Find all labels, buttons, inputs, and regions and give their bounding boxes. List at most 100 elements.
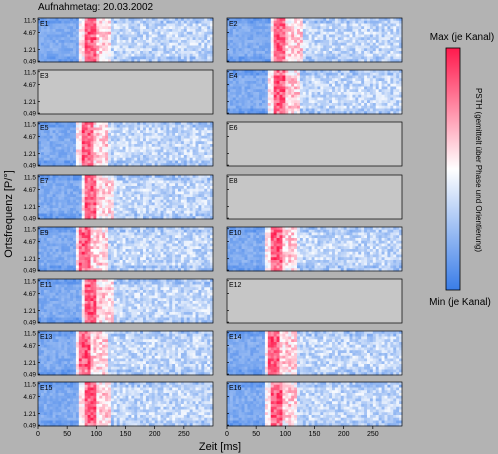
- heatmap-cell: [131, 20, 135, 24]
- heatmap-cell: [285, 108, 289, 112]
- heatmap-cell: [189, 18, 193, 22]
- heatmap-cell: [105, 199, 109, 203]
- heatmap-cell: [361, 70, 365, 74]
- heatmap-cell: [151, 191, 156, 195]
- heatmap-cell: [140, 177, 144, 181]
- heatmap-cell: [52, 227, 56, 231]
- heatmap-cell: [175, 141, 179, 145]
- heatmap-cell: [311, 78, 315, 82]
- heatmap-cell: [93, 188, 97, 192]
- heatmap-cell: [43, 155, 48, 159]
- heatmap-cell: [38, 40, 42, 44]
- heatmap-cell: [38, 229, 42, 233]
- heatmap-cell: [291, 56, 295, 60]
- heatmap-cell: [73, 56, 77, 60]
- heatmap-cell: [352, 48, 356, 52]
- heatmap-cell: [140, 186, 144, 190]
- heatmap-cell: [134, 202, 138, 206]
- heatmap-cell: [140, 26, 144, 30]
- heatmap-cell: [148, 34, 153, 38]
- heatmap-cell: [302, 56, 307, 60]
- heatmap-cell: [154, 127, 158, 131]
- heatmap-cell: [320, 83, 324, 87]
- heatmap-cell: [180, 197, 185, 201]
- heatmap-cell: [358, 89, 362, 93]
- heatmap-cell: [137, 141, 141, 145]
- heatmap-cell: [247, 42, 251, 46]
- heatmap-cell: [113, 152, 118, 156]
- heatmap-cell: [294, 56, 298, 60]
- heatmap-cell: [134, 197, 138, 201]
- heatmap-cell: [238, 53, 242, 57]
- heatmap-cell: [55, 127, 59, 131]
- heatmap-cell: [201, 183, 205, 187]
- heatmap-cell: [334, 105, 339, 109]
- heatmap-cell: [192, 163, 196, 167]
- heatmap-cell: [189, 183, 193, 187]
- heatmap-cell: [157, 157, 161, 161]
- heatmap-cell: [294, 20, 298, 24]
- heatmap-cell: [270, 37, 275, 41]
- heatmap-cell: [151, 26, 156, 30]
- heatmap-cell: [375, 20, 380, 24]
- heatmap-cell: [113, 180, 118, 184]
- heatmap-cell: [305, 37, 310, 41]
- heatmap-cell: [125, 160, 129, 164]
- heatmap-cell: [302, 89, 307, 93]
- heatmap-cell: [160, 186, 164, 190]
- heatmap-cell: [375, 23, 380, 27]
- heatmap-cell: [250, 53, 254, 57]
- heatmap-cell: [78, 141, 83, 145]
- heatmap-cell: [326, 40, 330, 44]
- heatmap-cell: [297, 89, 301, 93]
- heatmap-cell: [279, 75, 283, 79]
- heatmap-cell: [81, 146, 86, 150]
- heatmap-cell: [207, 40, 211, 44]
- heatmap-cell: [148, 133, 153, 137]
- heatmap-cell: [326, 23, 330, 27]
- heatmap-cell: [198, 138, 202, 142]
- heatmap-cell: [372, 23, 377, 27]
- heatmap-cell: [229, 75, 234, 79]
- heatmap-cell: [250, 92, 254, 96]
- heatmap-cell: [160, 42, 164, 46]
- heatmap-cell: [73, 51, 77, 55]
- heatmap-cell: [119, 51, 123, 55]
- heatmap-cell: [99, 194, 103, 198]
- heatmap-cell: [110, 53, 115, 57]
- heatmap-cell: [110, 202, 115, 206]
- heatmap-cell: [70, 155, 74, 159]
- heatmap-cell: [235, 51, 240, 55]
- heatmap-cell: [148, 188, 153, 192]
- heatmap-cell: [384, 70, 388, 74]
- heatmap-cell: [227, 81, 231, 85]
- heatmap-cell: [169, 45, 173, 49]
- heatmap-cell: [399, 34, 403, 38]
- heatmap-cell: [145, 199, 150, 203]
- heatmap-cell: [247, 23, 251, 27]
- heatmap-cell: [227, 29, 231, 33]
- heatmap-cell: [40, 138, 45, 142]
- heatmap-cell: [358, 92, 362, 96]
- heatmap-cell: [134, 130, 138, 134]
- heatmap-cell: [267, 48, 272, 52]
- heatmap-cell: [323, 26, 327, 30]
- heatmap-cell: [116, 37, 121, 41]
- heatmap-cell: [52, 229, 56, 233]
- heatmap-cell: [264, 111, 269, 115]
- heatmap-cell: [229, 18, 234, 22]
- heatmap-cell: [90, 177, 94, 181]
- heatmap-cell: [64, 205, 68, 209]
- heatmap-cell: [125, 144, 129, 148]
- heatmap-cell: [198, 42, 202, 46]
- heatmap-cell: [393, 100, 397, 104]
- heatmap-cell: [96, 138, 100, 142]
- heatmap-cell: [375, 45, 380, 49]
- heatmap-cell: [352, 40, 356, 44]
- heatmap-cell: [276, 26, 280, 30]
- heatmap-cell: [270, 29, 275, 33]
- heatmap-cell: [204, 133, 208, 137]
- heatmap-cell: [40, 23, 45, 27]
- heatmap-cell: [151, 53, 156, 57]
- heatmap-cell: [250, 72, 254, 76]
